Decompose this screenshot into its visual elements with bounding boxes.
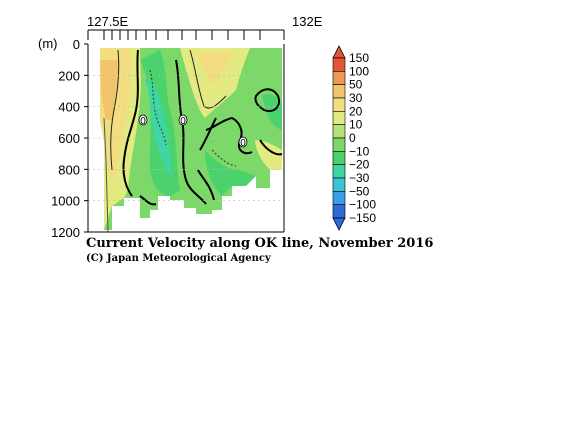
contour-black-outline (199, 117, 217, 151)
velocity-field-pos-5 (196, 52, 232, 86)
colorbar-top-arrow (332, 45, 346, 59)
colorbar-segment (332, 191, 346, 205)
y-tick-labels: 0 200 400 600 800 1000 1200 (51, 37, 88, 240)
velocity-field-neg-4 (262, 94, 282, 130)
y-tick-label: 1000 (51, 194, 80, 209)
colorbar-label: 30 (349, 91, 363, 105)
y-unit-label: (m) (38, 36, 58, 51)
y-tick-label: 1200 (51, 225, 80, 240)
colorbar-segment (332, 71, 346, 85)
velocity-field-pos-3 (100, 60, 118, 120)
y-tick-label: 800 (58, 162, 80, 177)
colorbar-label: 0 (349, 131, 356, 145)
contour-label-1: 0 (138, 114, 148, 127)
contour-label-2: 0 (178, 114, 188, 127)
contour-zero-mid (175, 59, 207, 205)
colorbar-segment (332, 124, 346, 139)
colorbar-bottom-arrow (332, 217, 346, 231)
x-tick-label-left: 127.5E (87, 14, 129, 29)
colorbar-segment (332, 57, 346, 72)
velocity-field-neg-3 (205, 150, 256, 196)
contour-zero-west (122, 49, 139, 197)
contour-label-text-1: 0 (140, 116, 146, 127)
colorbar-segment (332, 111, 346, 125)
colorbar-segment (332, 84, 346, 99)
contour-zero-east (205, 116, 253, 155)
colorbar-label: −150 (349, 211, 376, 225)
colorbar-segment (332, 97, 346, 112)
shelf-slope-line (103, 117, 109, 232)
contour-ten-mid (189, 49, 227, 109)
y-tick-label: 0 (73, 37, 80, 52)
plot-area: 0 0 0 (100, 48, 283, 232)
contour-zero-east-3 (259, 139, 283, 156)
x-tick-label-right: 132E (292, 14, 323, 29)
colorbar-segment (332, 137, 346, 152)
colorbar-label: 100 (349, 64, 369, 78)
colorbar-label: −20 (349, 158, 370, 172)
velocity-field-pos-6 (255, 140, 282, 170)
colorbar-label: −30 (349, 171, 370, 185)
colorbar-segment (332, 151, 346, 165)
colorbar-segment (332, 204, 346, 219)
y-tick-label: 600 (58, 131, 80, 146)
contour-zero-lower (139, 169, 215, 206)
velocity-field-neg-2 (145, 80, 172, 178)
y-tick-label: 200 (58, 68, 80, 83)
chart-credit: (C) Japan Meteorological Agency (86, 253, 272, 264)
colorbar-label: 10 (349, 118, 363, 132)
chart-title: Current Velocity along OK line, November… (86, 236, 433, 251)
contour-label-text-3: 0 (240, 138, 246, 149)
contour-neg-west (149, 69, 167, 146)
colorbar-label: 20 (349, 104, 363, 118)
colorbar-label: 50 (349, 78, 363, 92)
contour-label-3: 0 (238, 136, 248, 149)
colorbar-label: −50 (349, 184, 370, 198)
contour-label-text-2: 0 (180, 116, 186, 127)
contour-ten-west (110, 49, 120, 171)
station-ticks (87, 30, 285, 40)
colorbar-label: −100 (349, 198, 376, 212)
y-tick-label: 400 (58, 100, 80, 115)
colorbar-segment (332, 164, 346, 179)
colorbar-segment (332, 177, 346, 192)
contour-zero-east-2 (254, 88, 280, 112)
colorbar-label: −10 (349, 144, 370, 158)
colorbar-label: 150 (349, 51, 369, 65)
colorbar (332, 45, 346, 231)
